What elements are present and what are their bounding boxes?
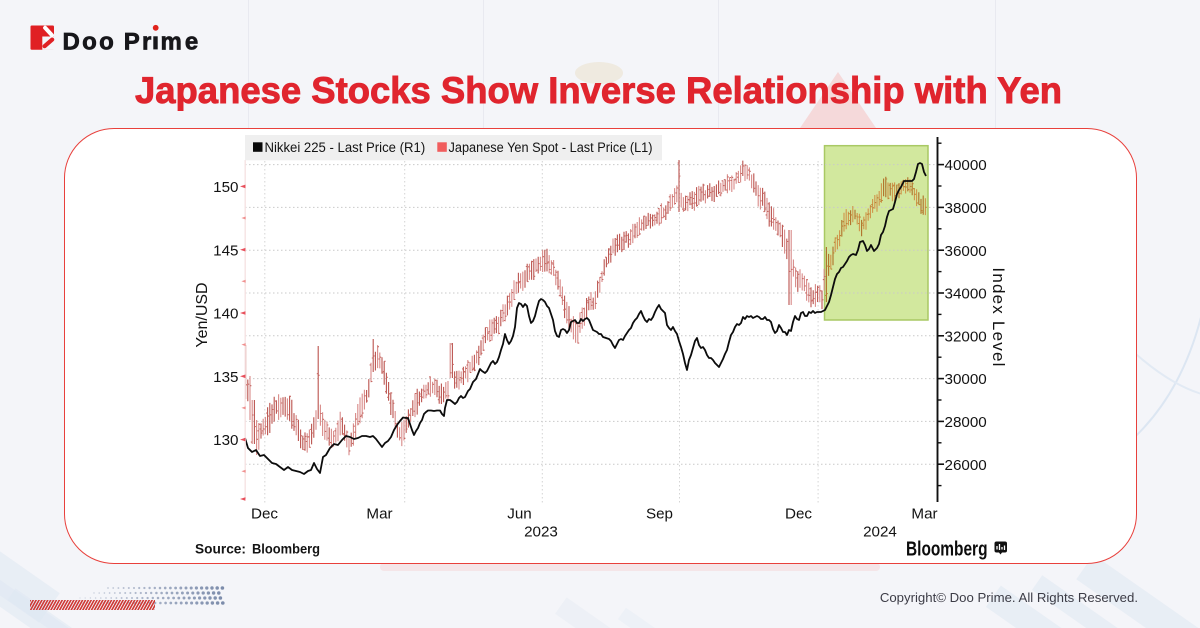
svg-text:Jun: Jun xyxy=(507,505,532,522)
svg-text:Sep: Sep xyxy=(646,505,673,522)
svg-text:28000: 28000 xyxy=(945,414,987,431)
svg-text:150: 150 xyxy=(213,179,238,196)
svg-text:Doo: Doo xyxy=(63,28,117,55)
svg-text:Index Level: Index Level xyxy=(989,267,1008,367)
svg-text:Yen/USD: Yen/USD xyxy=(194,282,211,347)
svg-text:145: 145 xyxy=(213,242,238,259)
svg-text:Bloomberg: Bloomberg xyxy=(252,540,320,556)
svg-text:2024: 2024 xyxy=(863,524,897,541)
svg-text:Pr: Pr xyxy=(124,28,154,55)
svg-text:26000: 26000 xyxy=(945,457,987,474)
svg-text:Bloomberg: Bloomberg xyxy=(906,539,988,561)
svg-text:Source:: Source: xyxy=(195,540,246,556)
svg-text:me: me xyxy=(161,28,202,55)
svg-text:40000: 40000 xyxy=(945,157,987,174)
svg-text:Japanese Stocks Show Inverse R: Japanese Stocks Show Inverse Relationshi… xyxy=(135,69,1062,111)
svg-text:140: 140 xyxy=(213,306,238,323)
svg-text:2023: 2023 xyxy=(524,524,558,541)
svg-text:36000: 36000 xyxy=(945,243,987,260)
svg-text:130: 130 xyxy=(213,432,238,449)
svg-text:32000: 32000 xyxy=(945,328,987,345)
svg-text:Dec: Dec xyxy=(251,505,278,522)
svg-text:38000: 38000 xyxy=(945,200,987,217)
svg-text:34000: 34000 xyxy=(945,286,987,303)
svg-text:Japanese Yen Spot - Last Price: Japanese Yen Spot - Last Price (L1) xyxy=(449,140,653,156)
svg-text:Nikkei 225 - Last Price (R1): Nikkei 225 - Last Price (R1) xyxy=(265,140,426,156)
svg-text:Mar: Mar xyxy=(366,505,392,522)
svg-text:135: 135 xyxy=(213,369,238,386)
svg-text:Dec: Dec xyxy=(785,505,812,522)
svg-text:30000: 30000 xyxy=(945,371,987,388)
svg-text:Mar: Mar xyxy=(911,505,937,522)
